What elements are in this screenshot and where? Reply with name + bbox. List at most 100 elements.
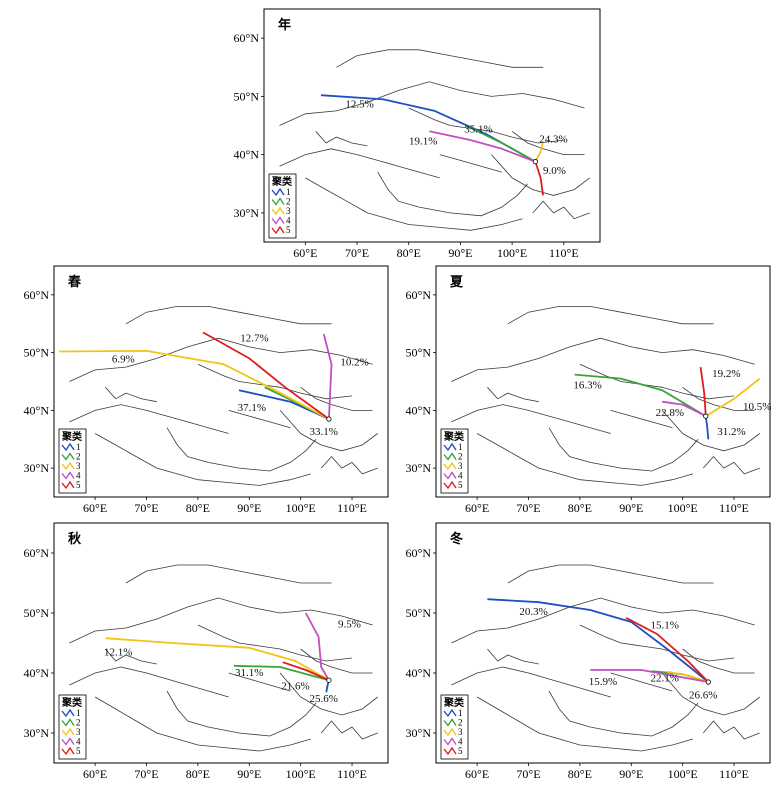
y-tick-label: 50°N xyxy=(406,346,432,360)
data-label: 9.0% xyxy=(543,165,566,177)
border-line xyxy=(377,171,528,217)
data-label: 9.5% xyxy=(338,619,361,631)
legend-entry: 2 xyxy=(76,718,81,728)
panel-title: 冬 xyxy=(450,531,463,546)
x-tick-label: 110°E xyxy=(719,501,749,515)
border-line xyxy=(451,597,755,644)
trajectory-5 xyxy=(282,661,330,682)
data-label: 6.9% xyxy=(112,354,135,366)
trajectory-5 xyxy=(699,366,707,417)
border-line xyxy=(451,404,611,434)
legend-swatch xyxy=(271,206,285,216)
x-tick-label: 100°E xyxy=(286,767,316,781)
origin-marker xyxy=(326,677,332,683)
trajectory-4 xyxy=(590,669,709,683)
border-line xyxy=(682,386,755,411)
border-line xyxy=(69,597,373,644)
y-tick-label: 60°N xyxy=(406,288,432,302)
border-line xyxy=(682,648,755,674)
legend-swatch xyxy=(443,718,457,727)
data-label: 37.1% xyxy=(238,402,266,414)
legend-swatch xyxy=(271,225,285,235)
legend-swatch xyxy=(443,746,457,756)
x-tick-label: 90°E xyxy=(237,767,261,781)
border-line xyxy=(228,410,291,429)
trajectory-1 xyxy=(487,598,709,683)
y-tick-label: 30°N xyxy=(24,461,50,475)
legend-entry: 4 xyxy=(286,216,291,226)
border-line xyxy=(279,410,378,452)
x-tick-label: 90°E xyxy=(448,246,472,260)
legend-swatch xyxy=(61,480,75,490)
legend-entry: 3 xyxy=(76,727,81,737)
legend-entry: 1 xyxy=(286,187,291,197)
trajectory-1 xyxy=(704,415,710,440)
legend-box xyxy=(440,694,469,760)
legend-title: 聚类 xyxy=(443,696,464,709)
legend-swatch xyxy=(443,442,457,452)
x-tick-label: 110°E xyxy=(337,767,367,781)
origin-marker xyxy=(326,416,332,422)
border-line xyxy=(228,672,291,692)
legend-entry: 3 xyxy=(286,206,291,216)
origin-marker xyxy=(705,679,711,685)
data-label: 20.3% xyxy=(519,606,547,618)
border-line xyxy=(197,363,353,400)
x-tick-label: 90°E xyxy=(237,501,261,515)
border-line xyxy=(491,154,590,196)
border-line xyxy=(300,386,373,411)
x-tick-label: 90°E xyxy=(619,767,643,781)
x-tick-label: 70°E xyxy=(516,501,540,515)
legend-swatch xyxy=(443,471,457,480)
border-line xyxy=(661,672,760,716)
legend-swatch xyxy=(61,452,75,461)
x-tick-label: 70°E xyxy=(345,246,369,260)
legend-title: 聚类 xyxy=(443,430,464,443)
trajectory-2 xyxy=(465,124,536,163)
panel-frame xyxy=(263,8,601,243)
border-line xyxy=(125,564,332,584)
y-tick-label: 60°N xyxy=(24,546,50,560)
legend-title: 聚类 xyxy=(61,430,82,443)
chart-panel: 20.3% 15.9% 15.1% 22.1% 26.6% 冬 60°E 70°E 80°E 90… xyxy=(406,522,771,781)
border-line xyxy=(579,363,735,400)
y-tick-label: 30°N xyxy=(24,726,50,740)
data-label: 10.2% xyxy=(340,357,368,369)
legend-box xyxy=(58,428,87,494)
data-label: 24.3% xyxy=(539,134,567,146)
x-tick-label: 80°E xyxy=(186,501,210,515)
border-line xyxy=(476,696,694,752)
x-tick-label: 60°E xyxy=(465,501,489,515)
x-tick-label: 70°E xyxy=(516,767,540,781)
x-tick-label: 70°E xyxy=(134,767,158,781)
legend-swatch xyxy=(61,471,75,480)
legend-swatch xyxy=(443,452,457,461)
legend-entry: 5 xyxy=(76,480,81,490)
x-tick-label: 90°E xyxy=(619,501,643,515)
data-label: 19.1% xyxy=(409,135,437,147)
data-label: 12.5% xyxy=(345,99,373,111)
x-tick-label: 100°E xyxy=(497,246,527,260)
trajectory-3 xyxy=(705,377,761,417)
x-tick-label: 60°E xyxy=(83,767,107,781)
trajectory-5 xyxy=(625,617,709,683)
legend-entry: 4 xyxy=(76,737,81,747)
x-tick-label: 60°E xyxy=(83,501,107,515)
map-area xyxy=(279,49,590,231)
chart-panel: 31.2% 16.3% 10.5% 22.8% 19.2% 夏 60°E 70°E 80°E 90… xyxy=(406,265,771,515)
data-label: 22.8% xyxy=(656,407,684,419)
trajectory-4 xyxy=(305,612,330,681)
y-tick-label: 40°N xyxy=(24,666,50,680)
border-line xyxy=(579,624,735,662)
y-tick-label: 40°N xyxy=(406,403,432,417)
x-tick-label: 110°E xyxy=(719,767,749,781)
border-line xyxy=(315,131,368,147)
legend-swatch xyxy=(61,737,75,746)
legend-entry: 4 xyxy=(458,471,463,481)
y-tick-label: 50°N xyxy=(406,606,432,620)
legend-entry: 1 xyxy=(76,708,81,718)
legend-entry: 3 xyxy=(76,461,81,471)
y-tick-label: 60°N xyxy=(24,288,50,302)
trajectory-3 xyxy=(59,350,330,420)
